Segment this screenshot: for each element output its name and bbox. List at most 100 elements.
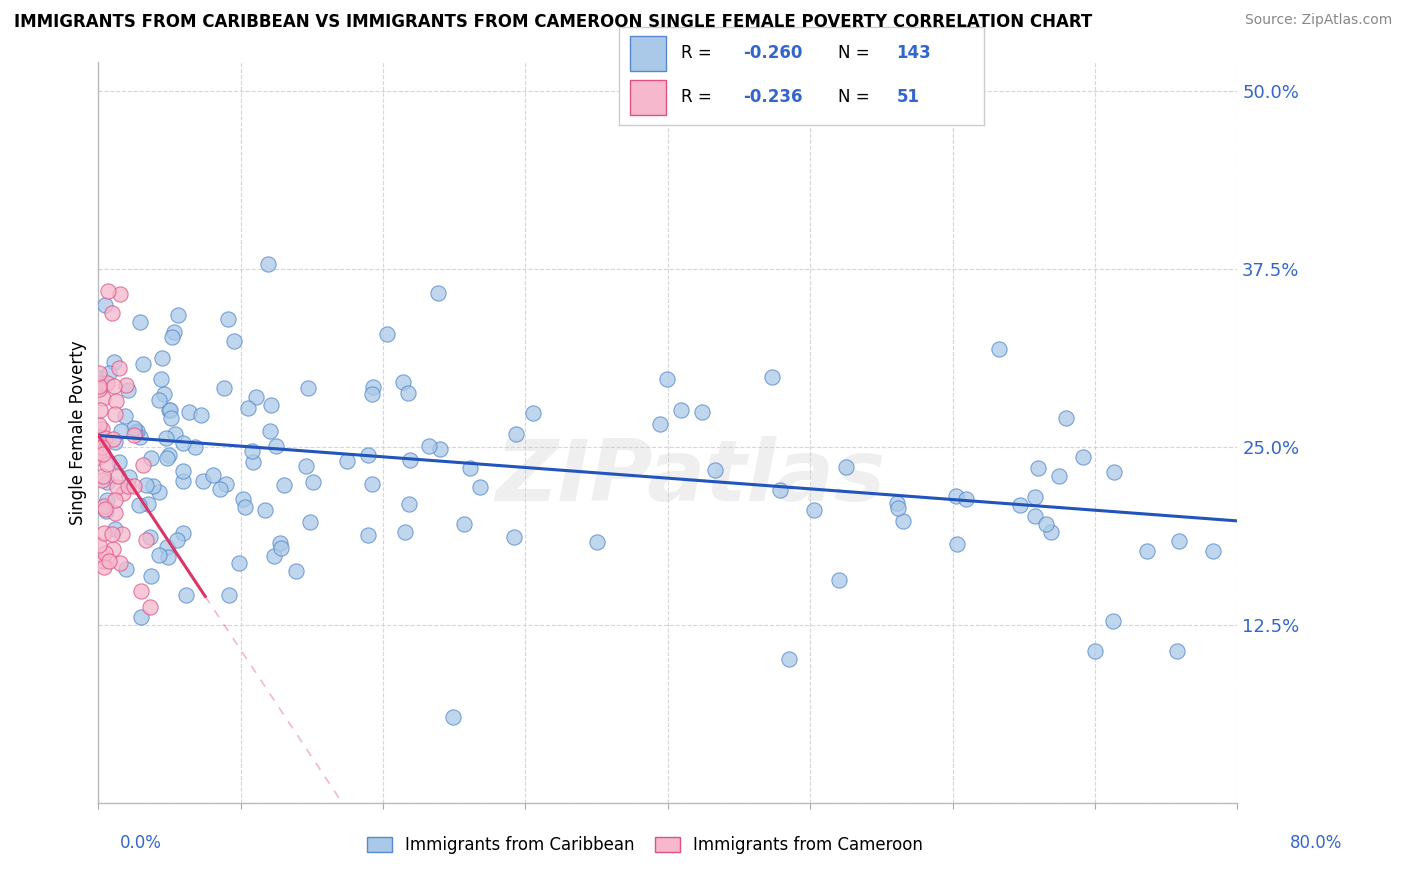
Point bbox=[1168, 533, 1191, 548]
Point bbox=[114, 409, 136, 424]
Point bbox=[103, 379, 125, 393]
Point bbox=[148, 484, 170, 499]
Point bbox=[122, 421, 145, 435]
Point bbox=[96, 376, 118, 391]
Point bbox=[585, 535, 607, 549]
Point bbox=[105, 480, 128, 494]
Point bbox=[703, 463, 725, 477]
Point bbox=[129, 315, 152, 329]
Point bbox=[1054, 410, 1077, 425]
Point bbox=[398, 497, 420, 511]
Point bbox=[104, 493, 127, 508]
Point bbox=[150, 351, 173, 365]
Point bbox=[103, 355, 125, 369]
Text: N =: N = bbox=[838, 45, 875, 62]
Point bbox=[357, 527, 380, 541]
Point bbox=[160, 410, 183, 425]
Point bbox=[269, 535, 291, 549]
Point bbox=[166, 308, 188, 322]
Point bbox=[1035, 517, 1057, 532]
Point bbox=[91, 447, 114, 461]
Point bbox=[263, 549, 285, 563]
Point bbox=[191, 474, 214, 488]
Point bbox=[90, 445, 112, 459]
Point bbox=[294, 459, 316, 474]
Point bbox=[418, 439, 440, 453]
Point bbox=[124, 425, 146, 439]
Point bbox=[93, 499, 115, 513]
Point bbox=[1104, 465, 1126, 479]
FancyBboxPatch shape bbox=[630, 79, 666, 115]
Point bbox=[886, 496, 908, 510]
Point bbox=[127, 424, 149, 438]
Point bbox=[97, 554, 120, 568]
Point bbox=[135, 478, 157, 492]
Point bbox=[149, 372, 172, 386]
Point bbox=[1136, 543, 1159, 558]
Point bbox=[112, 486, 135, 500]
Point bbox=[1102, 614, 1125, 628]
Point bbox=[87, 450, 110, 464]
Point bbox=[153, 386, 176, 401]
Point bbox=[93, 432, 115, 446]
Point bbox=[429, 442, 451, 456]
Point bbox=[156, 450, 179, 465]
Point bbox=[105, 393, 128, 408]
Text: IMMIGRANTS FROM CARIBBEAN VS IMMIGRANTS FROM CAMEROON SINGLE FEMALE POVERTY CORR: IMMIGRANTS FROM CARIBBEAN VS IMMIGRANTS … bbox=[14, 13, 1092, 31]
Point bbox=[162, 330, 184, 344]
Point bbox=[139, 530, 162, 544]
Point bbox=[172, 525, 194, 540]
Point bbox=[222, 334, 245, 349]
Point bbox=[184, 440, 207, 454]
Point bbox=[218, 588, 240, 602]
Text: R =: R = bbox=[681, 45, 717, 62]
Point bbox=[155, 431, 177, 445]
Point bbox=[110, 424, 132, 438]
Point bbox=[361, 476, 384, 491]
Point bbox=[122, 427, 145, 442]
Point bbox=[148, 393, 170, 408]
Point bbox=[336, 453, 359, 467]
Point bbox=[89, 430, 111, 444]
Point bbox=[115, 378, 138, 392]
Point bbox=[242, 455, 264, 469]
Point bbox=[426, 286, 449, 301]
Point bbox=[91, 441, 114, 455]
Point bbox=[1039, 525, 1062, 540]
Legend: Immigrants from Caribbean, Immigrants from Cameroon: Immigrants from Caribbean, Immigrants fr… bbox=[360, 830, 929, 861]
Point bbox=[117, 479, 139, 493]
Point bbox=[835, 460, 858, 475]
Point bbox=[131, 609, 153, 624]
Point bbox=[108, 361, 131, 376]
Point bbox=[398, 452, 420, 467]
Point bbox=[228, 556, 250, 570]
Point bbox=[89, 538, 111, 552]
Point bbox=[946, 537, 969, 551]
Point bbox=[87, 379, 110, 393]
Point bbox=[987, 342, 1010, 356]
Point bbox=[1024, 509, 1046, 524]
Point bbox=[172, 435, 194, 450]
Point bbox=[190, 409, 212, 423]
Point bbox=[117, 383, 139, 397]
Point bbox=[214, 381, 236, 395]
Point bbox=[236, 401, 259, 415]
Point bbox=[260, 398, 283, 412]
Point bbox=[201, 467, 224, 482]
Point bbox=[94, 546, 117, 560]
Point bbox=[1071, 450, 1094, 465]
Point bbox=[886, 501, 908, 516]
Point bbox=[148, 548, 170, 562]
Point bbox=[128, 498, 150, 512]
Point bbox=[104, 506, 127, 520]
Point bbox=[157, 403, 180, 417]
Point bbox=[96, 493, 118, 508]
Point bbox=[100, 527, 122, 541]
Y-axis label: Single Female Poverty: Single Female Poverty bbox=[69, 341, 87, 524]
Point bbox=[89, 366, 111, 380]
Point bbox=[1010, 499, 1032, 513]
Point bbox=[157, 549, 180, 564]
Point bbox=[91, 422, 114, 436]
Point bbox=[172, 474, 194, 488]
Text: ZIPatlas: ZIPatlas bbox=[495, 435, 886, 518]
